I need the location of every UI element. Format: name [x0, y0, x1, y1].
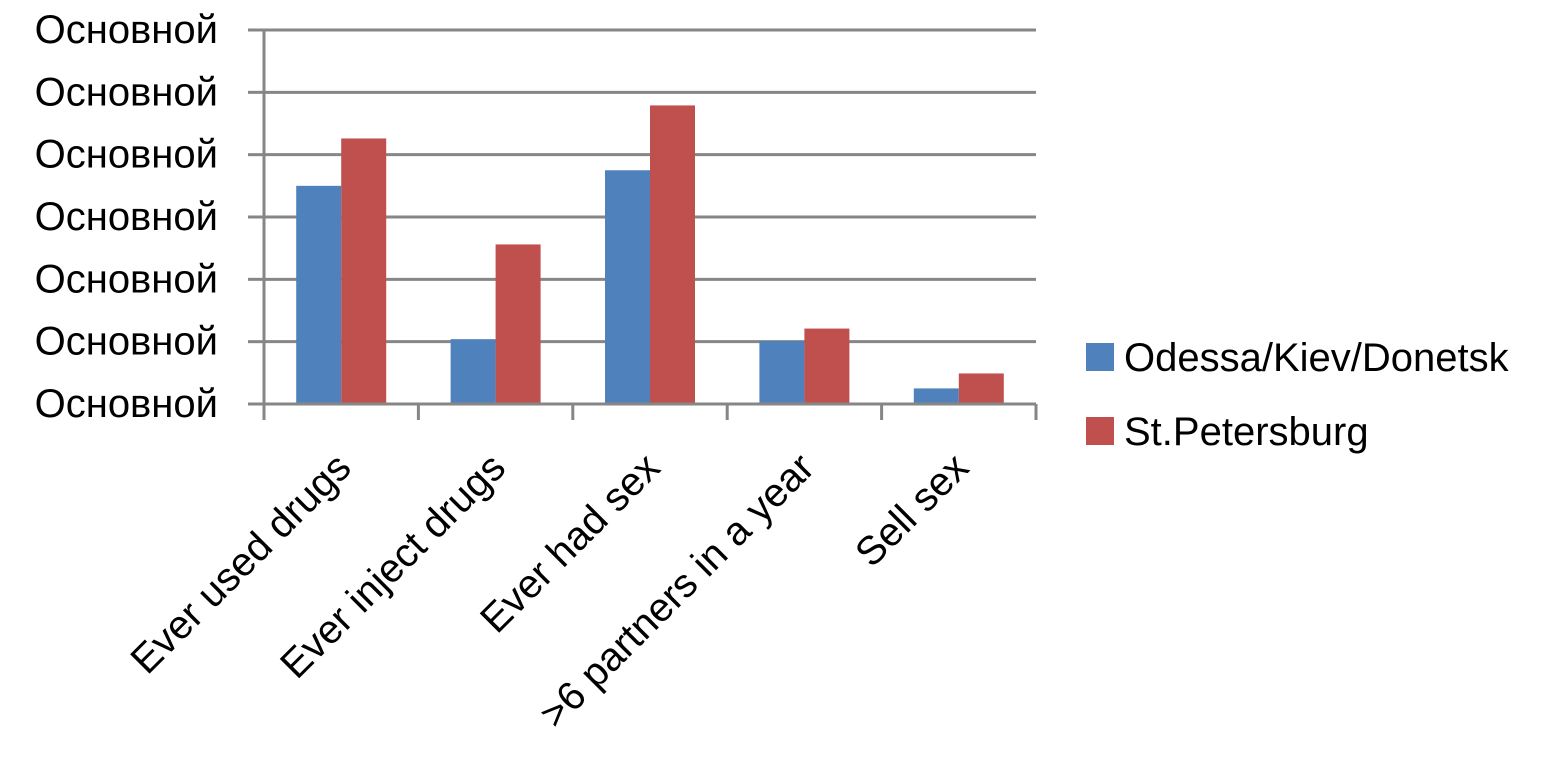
legend-label: Odessa/Kiev/Donetsk	[1124, 336, 1510, 380]
y-tick-label: Основной	[35, 195, 218, 239]
axes	[248, 28, 1038, 420]
y-tick-label: Основной	[35, 133, 218, 177]
y-tick-label: Основной	[35, 70, 218, 114]
y-axis-tick-labels: Основной Основной Основной Основной Основной…	[35, 8, 218, 426]
x-tick-label: Sell sex	[847, 445, 977, 575]
bar-st-petersburg	[804, 328, 850, 404]
bar-odessa	[913, 388, 959, 404]
legend-swatch	[1086, 417, 1114, 445]
y-tick-label: Основной	[35, 382, 218, 426]
legend: Odessa/Kiev/Donetsk St.Petersburg	[1086, 336, 1510, 454]
bar-st-petersburg	[650, 105, 695, 404]
bar-odessa	[296, 185, 342, 404]
bar-odessa	[605, 170, 650, 404]
y-tick-label: Основной	[35, 320, 218, 364]
bar-st-petersburg	[495, 244, 541, 404]
bar-odessa	[450, 339, 496, 404]
bar-odessa	[759, 341, 805, 404]
bar-st-petersburg	[341, 138, 387, 404]
bars	[296, 105, 1004, 404]
legend-swatch	[1086, 343, 1114, 371]
y-tick-label: Основной	[35, 257, 218, 301]
bar-st-petersburg	[958, 373, 1004, 404]
x-tick-label: >6 partners in a year	[531, 445, 822, 736]
y-tick-label: Основной	[35, 8, 218, 52]
legend-label: St.Petersburg	[1124, 410, 1369, 454]
